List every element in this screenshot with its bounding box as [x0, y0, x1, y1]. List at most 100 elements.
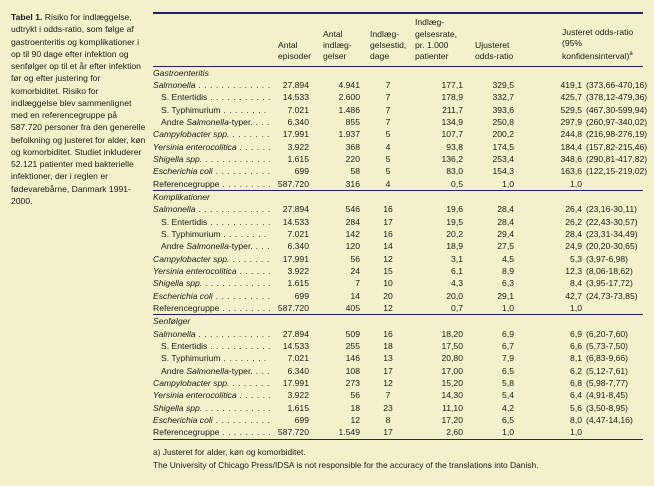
- table-row: Escherichia coli 699 14 20 20,0 29,1 42,7 (24,7…: [153, 290, 643, 302]
- table-cell: 27.894: [282, 79, 309, 90]
- table-cell: 1.549: [338, 427, 360, 438]
- table-cell: 4,2: [502, 402, 514, 413]
- table-cell: 136,2: [441, 153, 463, 164]
- table-cell: 2.600: [338, 92, 360, 103]
- table-cell: 154,3: [492, 166, 514, 177]
- table-cell: 17,00: [441, 365, 463, 376]
- table-row: Referencegruppe 587.720 1.549 17 2,60 1,0 1,0: [153, 426, 643, 438]
- table-cell: 178,9: [441, 92, 463, 103]
- footnotes: a) Justeret for alder, køn og komorbidit…: [153, 446, 538, 472]
- table-cell: 250,8: [492, 116, 514, 127]
- table-cell: (5,12-7,61): [586, 365, 629, 376]
- table-cell: 8: [385, 415, 391, 426]
- caption-text: Risiko for indlæggelse, udtrykt i odds-r…: [11, 12, 146, 206]
- table-cell: 5: [385, 166, 391, 177]
- footnote-a: a) Justeret for alder, køn og komorbidit…: [153, 447, 306, 457]
- table-cell: 546: [345, 204, 360, 215]
- table-cell: 0,7: [451, 303, 463, 314]
- table-row: Campylobacter spp. 17.991 1.937 5 107,7 200,2…: [153, 128, 648, 140]
- table-cell: (22,43-30,57): [586, 216, 638, 227]
- table-cell: 23: [383, 402, 393, 413]
- table-row: S. Typhimurium 7.021 142 16 20,2 29,4 28,4 (23,…: [153, 228, 643, 240]
- table-cell: (23,16-30,11): [586, 204, 637, 215]
- row-label: S. Typhimurium: [153, 352, 270, 364]
- header-row: Antal episoder Antal indlæg-gelser Indlæg-…: [153, 14, 643, 66]
- table-cell: (467,30-599,94): [586, 104, 648, 115]
- table-cell: 0,5: [451, 178, 463, 189]
- row-label: Salmonella: [153, 328, 270, 340]
- header-rule: [153, 65, 643, 67]
- table-cell: 14.533: [282, 92, 309, 103]
- table-cell: 8,9: [502, 266, 514, 276]
- table-cell: 93,8: [446, 141, 463, 152]
- table-cell: 5,3: [570, 253, 582, 264]
- table-cell: 16: [383, 228, 393, 239]
- table-cell: 6,5: [502, 415, 514, 426]
- section-rule: [153, 314, 643, 316]
- table-cell: 17,50: [441, 341, 463, 352]
- section-title: Gastroenteritis: [153, 67, 209, 78]
- table-cell: 509: [345, 328, 360, 339]
- table-cell: 142: [345, 228, 360, 239]
- table-cell: 13: [383, 353, 393, 364]
- table-row: Salmonella 27.894 4.941 7 177,1 329,5 419,1 (37…: [153, 79, 647, 91]
- table-cell: 12: [383, 303, 393, 314]
- table-cell: 4: [385, 141, 391, 152]
- table-row: Andre Salmonella-typer. 6.340 120 14 18,9 27,…: [153, 240, 643, 252]
- row-label: S. Typhimurium: [153, 104, 270, 116]
- header-stay: Indlæg-gelsestid, dage: [370, 28, 407, 62]
- table-cell: (4,47-14,16): [586, 415, 633, 426]
- row-label: S. Typhimurium: [153, 228, 270, 240]
- row-label: Andre Salmonella-typer.: [153, 240, 270, 252]
- table-cell: 329,5: [492, 79, 514, 90]
- section-header: Senfølger: [153, 315, 643, 328]
- table-cell: 1,0: [570, 178, 582, 189]
- table-cell: 58: [350, 166, 360, 177]
- table-cell: 28,4: [565, 228, 582, 239]
- table-cell: 2,60: [446, 427, 463, 438]
- table-row: Yersinia enterocolitica 3.922 24 15 6,1 8,9 12…: [153, 265, 643, 277]
- table-cell: 220: [345, 153, 360, 164]
- table-cell: 12: [383, 378, 393, 389]
- table-cell: (20,20-30,65): [586, 241, 638, 252]
- table-cell: 8,0: [570, 415, 582, 426]
- table-cell: 297,9: [560, 116, 582, 127]
- table-cell: 1,0: [502, 178, 514, 189]
- table-cell: 368: [345, 141, 360, 152]
- table-cell: 419,1: [560, 79, 582, 90]
- row-label: Shigella spp.: [153, 402, 270, 414]
- table-cell: (6,20-7,60): [586, 328, 629, 339]
- table-cell: 24,9: [565, 241, 582, 252]
- row-label: Salmonella: [153, 203, 270, 215]
- table-cell: [584, 302, 643, 314]
- table-cell: 19,5: [446, 216, 463, 227]
- table-cell: 7.021: [287, 104, 309, 115]
- table-cell: (6,83-9,66): [586, 353, 629, 364]
- table-row: Salmonella 27.894 546 16 19,6 28,4 26,4 (23,16-…: [153, 203, 643, 215]
- table-row: Referencegruppe 587.720 405 12 0,7 1,0 1,0: [153, 302, 643, 314]
- table-cell: 316: [345, 178, 360, 189]
- table-cell: 1.937: [338, 129, 360, 140]
- table-cell: 146: [345, 353, 360, 364]
- table-cell: 4,5: [502, 253, 514, 264]
- table-cell: 1,0: [502, 427, 514, 438]
- table-cell: 20,80: [441, 353, 463, 364]
- table-cell: 393,6: [492, 104, 514, 115]
- row-label: Andre Salmonella-typer.: [153, 365, 270, 377]
- table-cell: 16: [383, 204, 393, 215]
- row-label: S. Entertidis: [153, 91, 270, 103]
- table-cell: (216,98-276,19): [586, 129, 648, 140]
- table-cell: 5: [385, 129, 391, 140]
- header-crude-or: Ujusteret odds-ratio: [475, 39, 514, 62]
- table-cell: 16: [383, 328, 393, 339]
- table-cell: 348,6: [560, 153, 582, 164]
- row-label: Referencegruppe: [153, 302, 270, 314]
- table-cell: 4.941: [338, 79, 360, 90]
- row-label: Campylobacter spp.: [153, 128, 270, 140]
- table-cell: 7: [385, 104, 391, 115]
- table-cell: (24,73-73,85): [586, 290, 638, 301]
- header-admissions: Antal indlæg-gelser: [323, 28, 352, 62]
- table-cell: 253,4: [492, 153, 514, 164]
- table-cell: 42,7: [565, 290, 582, 301]
- table-cell: 6.340: [287, 116, 309, 127]
